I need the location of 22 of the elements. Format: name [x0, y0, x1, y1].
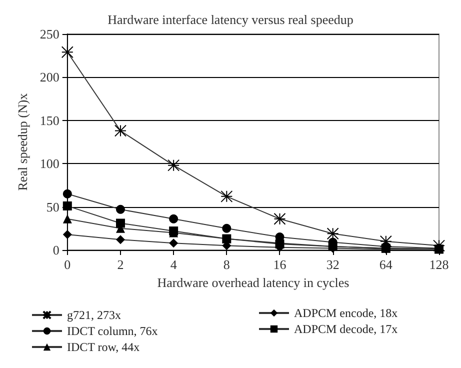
x-tick-label: 4 [170, 257, 178, 272]
legend-label: ADPCM encode, 18x [294, 306, 398, 320]
y-tick-label: 50 [46, 199, 60, 214]
chart-title: Hardware interface latency versus real speedup [108, 12, 354, 27]
legend-label: IDCT column, 76x [67, 324, 158, 338]
legend-label: g721, 273x [67, 308, 121, 322]
x-tick-label: 8 [223, 257, 230, 272]
x-tick-label: 32 [326, 257, 340, 272]
x-tick-label: 128 [429, 257, 449, 272]
x-tick-label: 0 [64, 257, 71, 272]
y-tick-label: 100 [40, 156, 60, 172]
y-tick-label: 250 [40, 26, 60, 42]
x-axis-title: Hardware overhead latency in cycles [157, 274, 350, 290]
y-tick-label: 0 [52, 242, 60, 258]
x-tick-label: 2 [117, 257, 124, 272]
y-tick-label: 150 [40, 112, 60, 128]
legend-label: ADPCM decode, 17x [294, 322, 398, 336]
x-tick-label: 64 [379, 257, 393, 272]
y-tick-label: 200 [40, 70, 60, 85]
y-axis-title: Real speedup (N)x [15, 92, 30, 191]
x-tick-label: 16 [273, 257, 287, 272]
legend-label: IDCT row, 44x [67, 340, 140, 354]
